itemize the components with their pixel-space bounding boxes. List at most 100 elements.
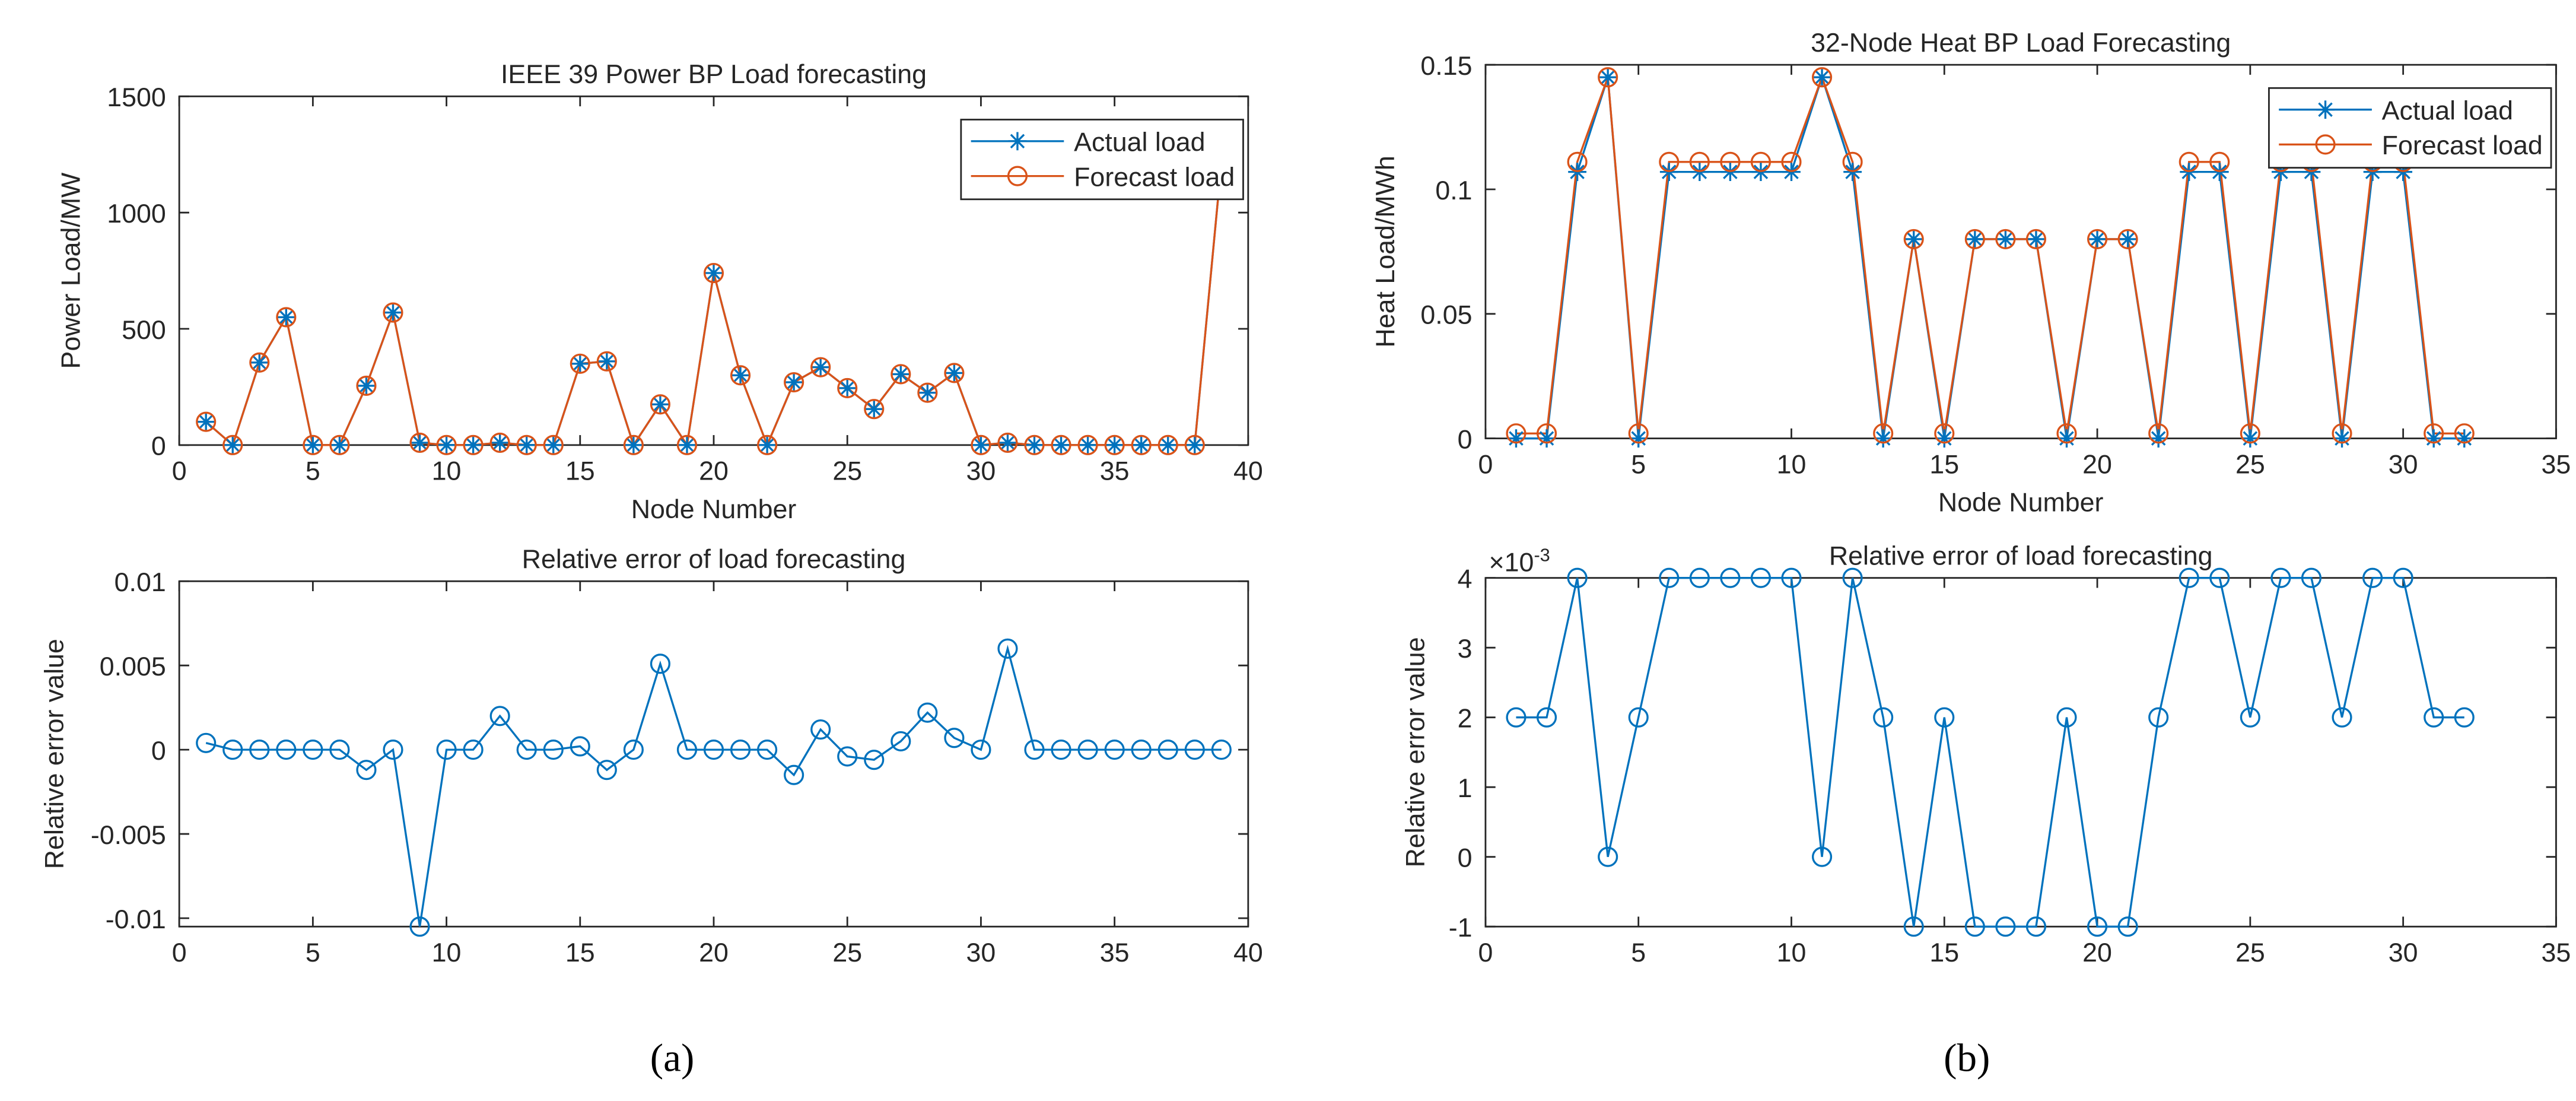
x-tick-label: 25 (832, 938, 862, 967)
star-marker (1812, 68, 1831, 87)
series-line (1516, 576, 2464, 928)
legend-box (2268, 87, 2552, 169)
star-marker (303, 436, 322, 455)
chart-title: Relative error of load forecasting (1829, 541, 2213, 570)
circle-marker (1720, 151, 1741, 172)
star-marker (1935, 429, 1954, 448)
circle-marker (1211, 740, 1232, 760)
circle-marker (784, 372, 804, 393)
circle-marker (596, 760, 617, 780)
circle-marker (2117, 229, 2138, 250)
circle-marker (2209, 151, 2230, 172)
star-marker (1185, 436, 1204, 455)
circle-marker (329, 740, 350, 760)
circle-marker (971, 434, 991, 455)
circle-marker (1995, 229, 2016, 250)
circle-marker (1659, 151, 1680, 172)
circle-marker (356, 375, 377, 396)
star-marker (1874, 429, 1893, 448)
star-marker (758, 436, 777, 455)
circle-marker (2301, 567, 2322, 588)
circle-marker (1567, 567, 1588, 588)
circle-marker (1934, 423, 1955, 444)
circle-marker (1077, 434, 1098, 455)
star-marker (838, 379, 857, 398)
chart-title: IEEE 39 Power BP Load forecasting (501, 59, 927, 89)
star-marker (1052, 436, 1070, 455)
circle-marker (971, 740, 991, 760)
circle-marker (2454, 423, 2475, 444)
circle-marker (1811, 67, 1833, 88)
circle-marker (676, 434, 698, 455)
y-tick-label: 3 (1458, 634, 1473, 664)
x-tick-label: 5 (1631, 449, 1646, 479)
star-marker (972, 436, 990, 455)
circle-marker (1689, 567, 1710, 588)
y-tick-label: -1 (1449, 913, 1473, 943)
circle-marker (1811, 846, 1833, 867)
x-tick-label: 35 (1100, 938, 1130, 967)
star-marker (731, 366, 750, 385)
y-tick-label: 0 (151, 431, 166, 461)
x-tick-label: 10 (1777, 449, 1807, 479)
circle-marker (1934, 707, 1955, 728)
circle-marker (997, 638, 1018, 659)
circle-marker (1506, 423, 1526, 444)
circle-marker (864, 399, 885, 420)
y-axis-label: Relative error value (39, 639, 69, 869)
star-marker (1105, 436, 1124, 455)
circle-marker (864, 750, 885, 770)
chart-title: Relative error of load forecasting (522, 544, 906, 574)
circle-marker (249, 352, 270, 373)
circle-marker (196, 411, 217, 432)
circle-marker (543, 434, 564, 455)
circle-marker (436, 434, 457, 455)
circle-marker (2454, 707, 2475, 728)
circle-marker (1750, 567, 1772, 588)
star-marker (2455, 429, 2474, 448)
circle-marker (596, 351, 617, 372)
circle-marker (222, 740, 243, 760)
circle-marker (730, 740, 751, 760)
x-tick-label: 0 (172, 938, 187, 967)
star-marker (2316, 100, 2335, 119)
x-tick-label: 10 (1777, 938, 1807, 967)
circle-marker (1051, 434, 1071, 455)
circle-marker (891, 364, 911, 385)
circle-marker (1781, 151, 1802, 172)
circle-marker (436, 740, 457, 760)
star-marker (864, 399, 883, 418)
circle-marker (917, 702, 938, 723)
circle-marker (2087, 229, 2108, 250)
circle-marker (2179, 567, 2199, 588)
star-marker (196, 413, 215, 431)
circle-marker (2270, 567, 2291, 588)
circle-marker (383, 740, 403, 760)
circle-marker (543, 740, 564, 760)
circle-marker (383, 302, 403, 323)
legend-label: Actual load (1074, 128, 1205, 157)
caption: (b) (1944, 1036, 1990, 1080)
x-tick-label: 30 (2389, 449, 2418, 479)
star-marker (2088, 230, 2107, 249)
circle-marker (650, 394, 670, 415)
y-tick-label: 1 (1458, 773, 1473, 803)
star-marker (678, 436, 697, 455)
circle-marker (891, 731, 911, 751)
circle-marker (489, 432, 510, 453)
circle-marker (2240, 707, 2260, 728)
star-marker (2149, 429, 2168, 448)
legend-label: Forecast load (1074, 162, 1235, 192)
legend-box (960, 119, 1244, 201)
x-tick-label: 10 (432, 938, 462, 967)
x-tick-label: 30 (966, 938, 996, 967)
axes-frame (1484, 64, 2557, 440)
star-marker (411, 433, 429, 452)
circle-marker (2209, 567, 2230, 588)
circle-marker (1903, 229, 1924, 250)
star-marker (357, 376, 376, 395)
circle-marker (1750, 151, 1772, 172)
x-tick-label: 35 (2542, 449, 2571, 479)
x-tick-label: 5 (306, 456, 320, 486)
circle-marker (2240, 423, 2260, 444)
